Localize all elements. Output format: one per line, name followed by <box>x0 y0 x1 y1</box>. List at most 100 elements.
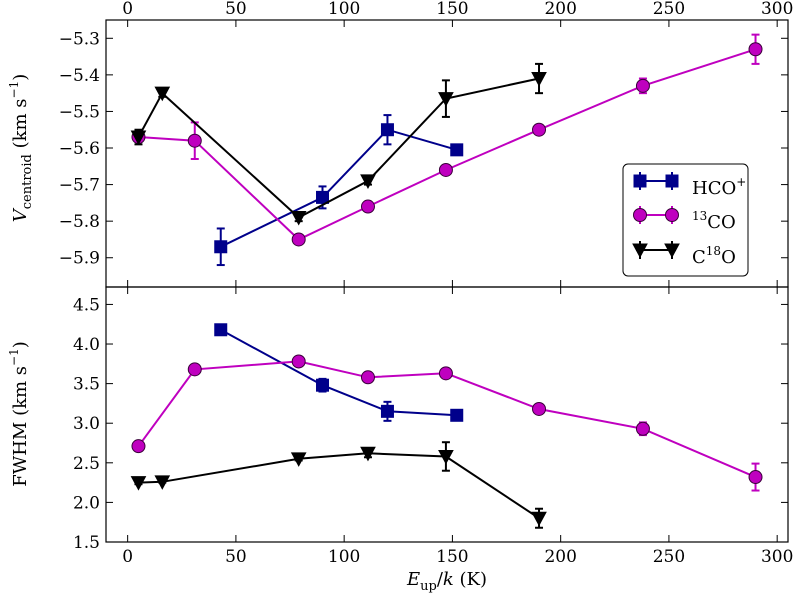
bottom-plot-frame <box>105 286 789 543</box>
bottom-y-axis-title-main: FWHM <box>10 422 31 487</box>
top-series-c18o-point <box>290 211 307 226</box>
top-series-hco-point <box>214 240 228 254</box>
bottom-x-tick-label: 150 <box>436 547 468 567</box>
bottom-y-axis-title: FWHM (km s−1) <box>7 341 31 487</box>
x-axis-title-slash: / <box>437 569 444 590</box>
legend-marker-13co <box>633 206 679 224</box>
bottom-series-c18o <box>130 441 547 529</box>
legend-box <box>622 163 749 277</box>
bottom-x-tick-label: 200 <box>544 547 576 567</box>
bottom-series-c18o-point <box>290 452 307 467</box>
bottom-series-13co-point <box>532 401 547 416</box>
legend-entry-13co: 13CO <box>633 206 736 233</box>
top-series-hco <box>214 114 464 267</box>
legend-marker-hco-symbol <box>665 174 679 188</box>
bottom-series-13co-point <box>291 354 306 369</box>
legend-marker-c18o <box>632 241 680 259</box>
top-series-hco-line <box>220 128 457 248</box>
legend-label-c18o-mid: 18 <box>706 244 721 258</box>
bottom-series-hco <box>214 323 464 422</box>
top-x-tick-label: 300 <box>761 0 793 19</box>
bottom-series-hco-point <box>380 404 394 418</box>
bottom-series-c18o-line <box>138 452 540 520</box>
bottom-x-tick-label: 50 <box>225 547 247 567</box>
top-y-axis-title-symbol: V <box>10 207 31 222</box>
bottom-series-hco-point <box>214 323 228 337</box>
top-series-c18o <box>130 62 547 226</box>
legend: HCO+ 13CO C18O <box>622 163 749 277</box>
legend-marker-c18o-symbol <box>664 243 680 259</box>
legend-label-13co: 13CO <box>692 209 736 233</box>
x-axis-title: Eup/k (K) <box>406 569 487 594</box>
bottom-series-c18o-point <box>438 449 454 465</box>
top-series-13co-line <box>138 48 756 241</box>
legend-marker-13co-symbol <box>633 208 647 222</box>
bottom-series-hco-point <box>316 378 330 392</box>
top-y-tick-label: −5.5 <box>59 102 100 122</box>
top-series-c18o-line <box>137 77 540 219</box>
bottom-series-c18o-point <box>154 475 171 490</box>
top-y-tick-label: −5.9 <box>59 249 100 269</box>
top-y-tick-label: −5.6 <box>59 139 100 159</box>
bottom-y-axis-title-close: ) <box>10 341 31 348</box>
legend-marker-hco <box>633 172 679 190</box>
bottom-x-tick-label: 300 <box>761 547 793 567</box>
legend-label-13co-main: CO <box>707 212 736 233</box>
x-axis-title-symbol: E <box>406 569 420 590</box>
top-y-axis-title-close: ) <box>10 74 31 81</box>
bottom-series-13co-point <box>131 439 146 454</box>
legend-label-hco-sup: + <box>736 175 746 189</box>
top-y-tick-label: −5.8 <box>59 212 100 232</box>
legend-marker-c18o-symbol <box>632 243 648 259</box>
bottom-series-c18o-point <box>130 476 147 491</box>
top-x-tick-label: 0 <box>122 0 133 19</box>
bottom-series-13co <box>131 354 763 492</box>
bottom-y-tick-label: 4.0 <box>73 335 100 355</box>
top-y-axis-title-units: (km s <box>10 98 31 154</box>
top-series-c18o-point <box>154 86 171 102</box>
bottom-series-13co-point <box>635 421 650 436</box>
top-x-tick-label: 250 <box>653 0 685 19</box>
top-series-13co-point <box>635 78 650 93</box>
x-axis-title-k: k <box>443 569 454 590</box>
legend-marker-hco-symbol <box>633 174 647 188</box>
top-x-tick-label: 200 <box>544 0 576 19</box>
bottom-series-hco-point <box>450 408 464 422</box>
top-series-13co-point <box>187 133 202 148</box>
bottom-series-13co-point <box>748 470 763 485</box>
bottom-y-tick-label: 3.5 <box>73 375 100 395</box>
top-series-13co-point <box>532 122 547 137</box>
bottom-panel: 0 50 100 150 200 250 300 1.5 2.0 2.5 3.0 3.5 4.0 4.5 <box>73 286 793 567</box>
legend-label-c18o-end: O <box>721 247 736 268</box>
legend-marker-13co-symbol <box>665 208 679 222</box>
top-series-13co-point <box>291 232 306 247</box>
top-series-13co-point <box>438 162 453 177</box>
top-series-hco-point <box>450 143 464 157</box>
bottom-x-tick-label: 250 <box>653 547 685 567</box>
bottom-y-tick-label: 2.0 <box>73 493 100 513</box>
legend-label-hco: HCO+ <box>692 175 746 199</box>
top-y-tick-label: −5.3 <box>59 29 100 49</box>
bottom-y-tick-label: 4.5 <box>73 295 100 315</box>
top-series-hco-point <box>380 123 394 137</box>
top-x-tick-label: 50 <box>225 0 247 19</box>
bottom-series-13co-point <box>187 362 202 377</box>
legend-label-c18o-main: C <box>692 247 706 268</box>
bottom-series-hco-line <box>220 328 457 417</box>
bottom-series-13co-point <box>438 366 453 381</box>
top-x-tick-label: 100 <box>328 0 360 19</box>
top-y-tick-label: −5.7 <box>59 176 100 196</box>
legend-label-hco-main: HCO <box>692 178 736 199</box>
bottom-x-tick-label: 100 <box>328 547 360 567</box>
bottom-series-13co-line <box>137 360 756 479</box>
bottom-series-13co-point <box>360 370 375 385</box>
top-panel: 0 50 100 150 200 250 300 −5.9 −5.8 −5.7 −5.6 −5.5 −5… <box>59 0 793 288</box>
top-x-tick-label: 150 <box>436 0 468 19</box>
bottom-y-tick-label: 2.5 <box>73 454 100 474</box>
bottom-y-tick-label: 3.0 <box>73 414 100 434</box>
top-series-hco-point <box>316 190 330 204</box>
x-axis-title-subscript: up <box>420 579 437 594</box>
bottom-series-c18o-point <box>360 446 376 462</box>
legend-label-13co-pre: 13 <box>692 209 707 223</box>
